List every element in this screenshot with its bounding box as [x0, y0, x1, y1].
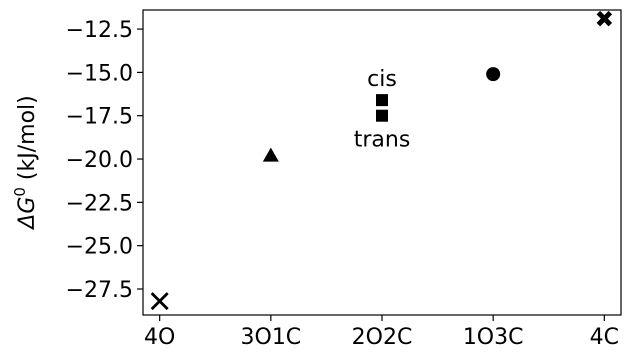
- y-tick-label: −15.0: [66, 61, 133, 86]
- y-tick-label: −12.5: [66, 18, 133, 43]
- y-axis-title: ΔG0 (kJ/mol): [11, 95, 40, 230]
- y-tick-label: −25.0: [66, 235, 133, 260]
- x-tick-label: 2O2C: [352, 325, 413, 350]
- data-point-2o2c-trans: [376, 109, 388, 122]
- data-point-2o2c-cis: [376, 94, 388, 107]
- x-tick-label: 3O1C: [241, 325, 302, 350]
- x-tick-label: 1O3C: [463, 325, 524, 350]
- y-axis-title-symbol: ΔG: [15, 197, 40, 231]
- point-annotations: cis trans: [354, 67, 411, 153]
- annotation-cis: cis: [367, 67, 397, 92]
- y-axis-title-superscript: 0: [11, 187, 29, 197]
- data-point-4o: [150, 292, 169, 311]
- y-tick-label: −20.0: [66, 148, 133, 173]
- y-tick-label: −17.5: [66, 105, 133, 130]
- x-axis: 4O 3O1C 2O2C 1O3C 4C: [144, 315, 619, 350]
- y-axis-title-unit: (kJ/mol): [15, 95, 40, 187]
- y-tick-label: −22.5: [66, 191, 133, 216]
- data-point-3o1c: [262, 147, 279, 162]
- data-point-1o3c: [486, 67, 501, 82]
- data-points: [150, 10, 613, 311]
- plot-area-frame: [142, 9, 622, 316]
- annotation-trans: trans: [354, 128, 411, 153]
- x-tick-label: 4C: [590, 325, 619, 350]
- data-point-4c: [596, 10, 613, 27]
- x-tick-label: 4O: [144, 325, 175, 350]
- y-axis: −27.5 −25.0 −22.5 −20.0 −17.5 −15.0 −12.5: [66, 18, 143, 303]
- y-tick-label: −27.5: [66, 278, 133, 303]
